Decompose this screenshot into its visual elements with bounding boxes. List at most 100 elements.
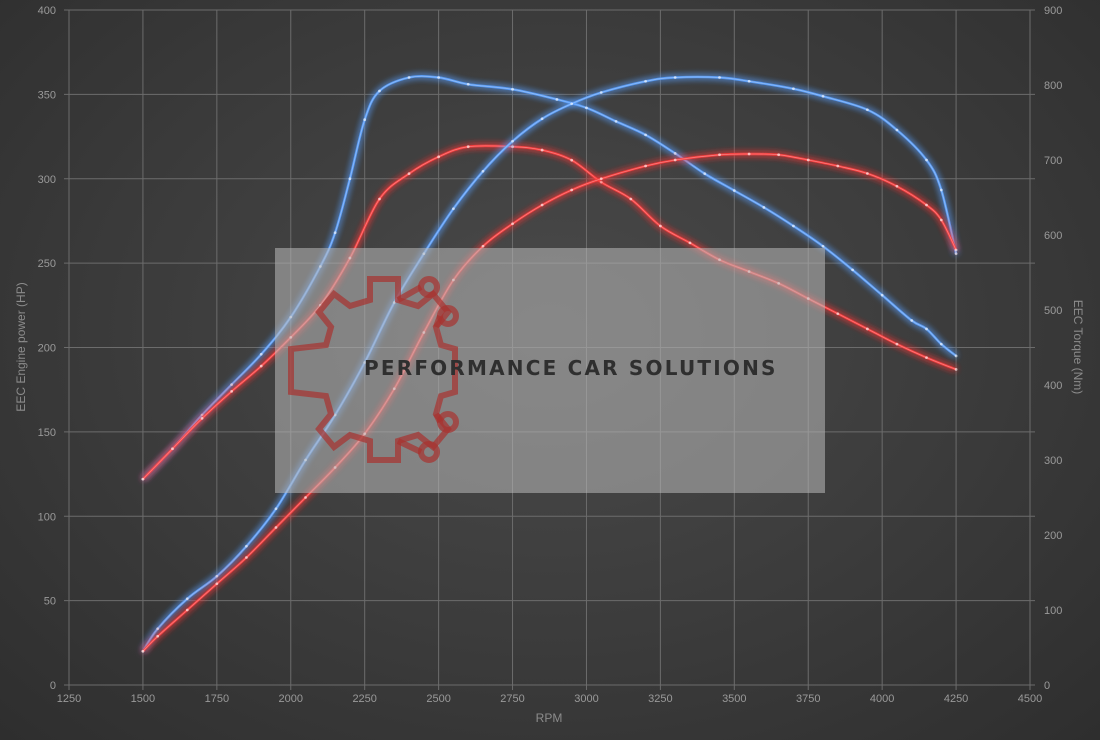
y-tick-label: 300	[38, 174, 56, 186]
data-point	[200, 416, 204, 420]
data-point	[939, 342, 943, 346]
data-point	[880, 293, 884, 297]
x-tick-label: 1500	[131, 693, 155, 705]
data-point	[599, 177, 603, 181]
data-point	[925, 327, 928, 331]
data-point	[230, 389, 234, 393]
data-point	[466, 82, 470, 86]
data-point	[348, 177, 352, 181]
data-point	[570, 158, 574, 162]
y2-tick-label: 900	[1044, 5, 1062, 17]
data-point	[910, 319, 914, 322]
data-point	[836, 164, 840, 168]
data-point	[274, 526, 278, 529]
y2-tick-label: 400	[1044, 380, 1062, 392]
tuned-torque-line-core	[142, 76, 957, 652]
data-point	[378, 89, 381, 93]
y-tick-label: 0	[50, 680, 56, 692]
data-point	[806, 158, 810, 162]
data-point	[599, 91, 603, 94]
data-point	[792, 224, 795, 228]
data-point	[274, 507, 278, 511]
data-point	[658, 224, 662, 228]
data-point	[644, 79, 647, 83]
data-point	[718, 153, 721, 157]
data-point	[954, 252, 958, 256]
x-tick-label: 3500	[722, 693, 746, 705]
y2-tick-label: 800	[1044, 80, 1062, 92]
y-tick-label: 400	[38, 5, 56, 17]
data-point	[732, 189, 736, 192]
data-point	[777, 153, 781, 157]
data-point	[511, 139, 514, 143]
watermark-text: PERFORMANCE CAR SOLUTIONS	[364, 356, 778, 380]
y-tick-label: 200	[38, 343, 56, 355]
x-tick-label: 2000	[279, 693, 303, 705]
data-point	[703, 172, 707, 176]
data-point	[673, 152, 677, 155]
data-point	[851, 268, 854, 272]
data-point	[259, 364, 263, 368]
data-point	[245, 544, 248, 548]
data-point	[644, 164, 647, 168]
data-point	[954, 248, 958, 252]
data-point	[185, 608, 189, 612]
y2-tick-label: 300	[1044, 455, 1062, 467]
x-tick-label: 3750	[796, 693, 820, 705]
x-tick-label: 1750	[205, 693, 229, 705]
data-point	[466, 145, 470, 149]
data-point	[200, 413, 204, 417]
data-point	[865, 172, 869, 175]
data-point	[762, 206, 766, 209]
x-tick-label: 1250	[57, 693, 81, 705]
data-point	[895, 342, 899, 346]
data-point	[954, 368, 958, 371]
data-point	[156, 634, 160, 638]
stock-torque-series	[141, 152, 958, 653]
x-tick-label: 3000	[574, 693, 598, 705]
data-point	[792, 87, 795, 91]
data-point	[156, 627, 160, 631]
y2-tick-label: 100	[1044, 605, 1062, 617]
y2-tick-label: 700	[1044, 155, 1062, 167]
data-point	[614, 119, 618, 123]
data-point	[540, 117, 544, 121]
data-point	[437, 155, 441, 159]
tick-labels: 1250 1500 1750 2000 2250 2500 2750 3000 3250 3500…	[38, 5, 1063, 705]
data-point	[747, 152, 751, 156]
x-axis-title: RPM	[536, 711, 563, 725]
data-point	[407, 76, 411, 79]
data-point	[555, 98, 559, 101]
y2-tick-label: 0	[1044, 680, 1050, 692]
data-point	[141, 649, 145, 653]
data-point	[925, 356, 928, 360]
data-point	[481, 169, 485, 173]
data-point	[644, 133, 647, 137]
data-point	[215, 582, 219, 586]
y-tick-label: 350	[38, 89, 56, 101]
data-point	[629, 197, 633, 201]
y-tick-label: 100	[38, 511, 56, 523]
data-point	[836, 312, 840, 316]
data-point	[570, 102, 574, 106]
data-point	[511, 87, 514, 91]
y2-axis-title: EEC Torque (Nm)	[1071, 300, 1085, 394]
data-point	[230, 383, 234, 387]
watermark: PERFORMANCE CAR SOLUTIONS	[275, 248, 825, 493]
data-point	[141, 477, 145, 481]
data-point	[378, 197, 381, 201]
data-point	[185, 597, 189, 601]
data-point	[954, 354, 958, 358]
data-point	[304, 496, 307, 499]
data-point	[452, 207, 455, 211]
y-tick-label: 150	[38, 427, 56, 439]
data-point	[747, 79, 751, 83]
data-point	[540, 148, 544, 152]
data-point	[939, 218, 943, 222]
x-tick-label: 4000	[870, 693, 894, 705]
data-point	[585, 106, 588, 110]
data-point	[333, 231, 337, 235]
tuned-torque-line	[141, 75, 958, 652]
y2-tick-label: 200	[1044, 530, 1062, 542]
data-point	[407, 172, 411, 176]
